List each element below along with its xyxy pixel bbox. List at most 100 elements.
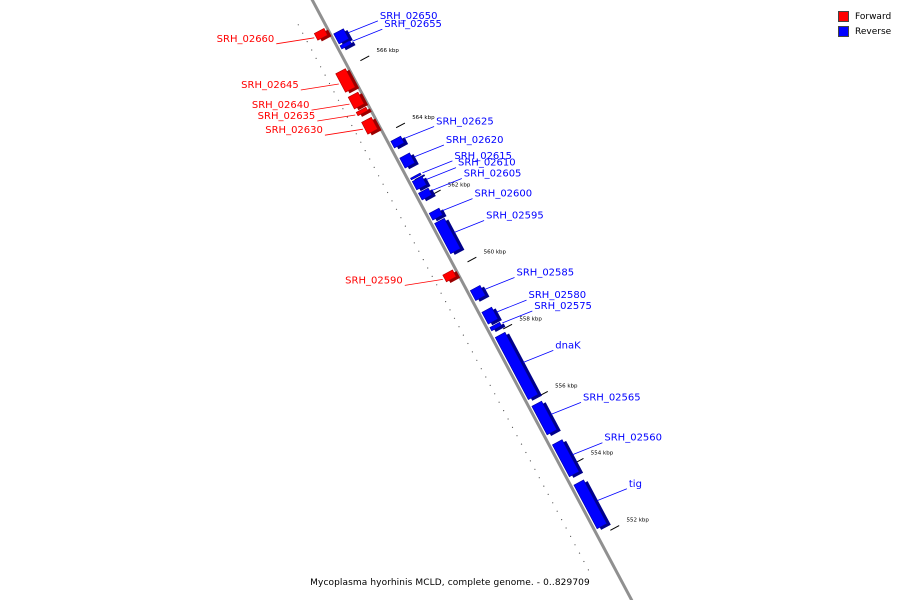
axis-tick-label: 564 kbp <box>412 115 435 121</box>
axis-dot <box>378 175 380 177</box>
gene-label-leader <box>425 167 457 180</box>
axis-dot <box>387 191 389 194</box>
gene-feature[interactable] <box>551 439 580 478</box>
axis-dot <box>409 233 411 236</box>
legend-forward-swatch <box>838 11 849 22</box>
axis-dot <box>413 242 415 244</box>
gene-label[interactable]: dnaK <box>555 340 581 351</box>
gene-feature[interactable] <box>573 479 608 530</box>
axis-dot <box>494 393 496 395</box>
axis-dot <box>449 309 451 311</box>
gene-feature[interactable] <box>481 306 499 325</box>
gene-feature[interactable] <box>347 91 365 110</box>
gene-label-leader <box>347 20 379 34</box>
gene-label-leader <box>404 279 443 286</box>
axis-dot <box>400 217 402 219</box>
gene-label[interactable]: SRH_02615 <box>454 151 512 162</box>
legend-reverse: Reverse <box>838 24 891 39</box>
gene-feature[interactable] <box>428 207 443 221</box>
axis-dot <box>507 418 509 420</box>
axis-dot <box>476 359 478 361</box>
axis-dot <box>445 301 447 303</box>
gene-feature-shadow <box>360 108 372 117</box>
gene-label[interactable]: SRH_02655 <box>384 19 442 30</box>
axis-dot <box>351 124 353 127</box>
gene-label[interactable]: SRH_02590 <box>345 275 403 286</box>
axis-dot <box>404 225 406 227</box>
gene-label[interactable]: SRH_02595 <box>486 211 544 222</box>
gene-label-leader <box>300 83 339 91</box>
gene-feature[interactable] <box>335 68 356 93</box>
gene-feature[interactable] <box>489 321 502 332</box>
axis-dot <box>552 502 554 504</box>
gene-feature[interactable] <box>418 187 433 201</box>
axis-dot <box>511 426 514 428</box>
gene-feature[interactable] <box>411 175 427 191</box>
axis-dot <box>382 183 384 185</box>
legend-reverse-label: Reverse <box>855 26 892 37</box>
axis-dot <box>453 317 456 319</box>
gene-label[interactable]: SRH_02565 <box>583 392 641 403</box>
gene-feature[interactable] <box>355 106 369 117</box>
gene-feature[interactable] <box>410 172 422 181</box>
gene-label[interactable]: SRH_02645 <box>241 80 299 91</box>
gene-feature[interactable] <box>494 331 539 401</box>
gene-label[interactable]: SRH_02650 <box>380 11 438 22</box>
axis-dot <box>360 141 362 143</box>
gene-feature[interactable] <box>434 217 461 255</box>
axis-dot <box>561 519 563 521</box>
gene-feature[interactable] <box>399 152 416 169</box>
axis-dot <box>315 57 317 60</box>
gene-label-leader <box>453 220 485 233</box>
gene-label[interactable]: SRH_02625 <box>436 117 494 128</box>
gene-label-leader <box>431 178 462 191</box>
gene-label-leader <box>484 277 515 290</box>
axis-dot <box>489 384 491 386</box>
axis-dot <box>547 493 549 495</box>
gene-feature[interactable] <box>313 27 328 41</box>
legend-forward: Forward <box>838 9 891 24</box>
gene-label[interactable]: SRH_02630 <box>265 125 323 136</box>
gene-features <box>313 27 611 530</box>
legend-forward-label: Forward <box>855 11 892 22</box>
gene-feature[interactable] <box>333 28 350 45</box>
gene-feature[interactable] <box>339 40 352 50</box>
axis-tick-label: 558 kbp <box>519 317 542 323</box>
axis-dot <box>480 368 482 370</box>
axis-tick-label: 552 kbp <box>627 518 650 524</box>
axis-dot <box>471 351 473 353</box>
gene-feature[interactable] <box>531 400 558 436</box>
gene-label[interactable]: tig <box>629 479 642 490</box>
gene-label[interactable]: SRH_02580 <box>529 290 587 301</box>
gene-feature[interactable] <box>469 284 486 302</box>
gene-label[interactable]: SRH_02600 <box>475 189 533 200</box>
gene-label[interactable]: SRH_02585 <box>517 268 575 279</box>
gene-feature[interactable] <box>390 135 405 149</box>
axis-dot <box>431 275 433 277</box>
axis-dot <box>369 158 371 160</box>
axis-dot <box>328 82 331 85</box>
axis-dot <box>346 116 348 118</box>
strand-legend: Forward Reverse <box>838 9 891 39</box>
axis-dot <box>462 334 464 336</box>
gene-feature[interactable] <box>442 269 457 283</box>
axis-dot <box>583 560 585 563</box>
gene-feature-shadow <box>493 323 506 332</box>
gene-label-leader <box>403 126 435 139</box>
gene-label[interactable]: SRH_02635 <box>258 111 316 122</box>
gene-label[interactable]: SRH_02560 <box>604 433 662 444</box>
gene-label[interactable]: SRH_02575 <box>534 301 592 312</box>
gene-label[interactable]: SRH_02660 <box>217 34 275 45</box>
axis-dot <box>485 376 487 378</box>
gene-label[interactable]: SRH_02610 <box>458 158 516 169</box>
gene-feature[interactable] <box>361 116 378 135</box>
axis-dot <box>297 24 299 26</box>
axis-dot <box>578 552 581 554</box>
genome-axis-line <box>310 0 634 600</box>
gene-label-leader <box>276 37 315 45</box>
gene-label[interactable]: SRH_02605 <box>464 169 522 180</box>
gene-label[interactable]: SRH_02620 <box>446 135 504 146</box>
axis-dot <box>565 527 567 529</box>
gene-label[interactable]: SRH_02640 <box>252 100 310 111</box>
